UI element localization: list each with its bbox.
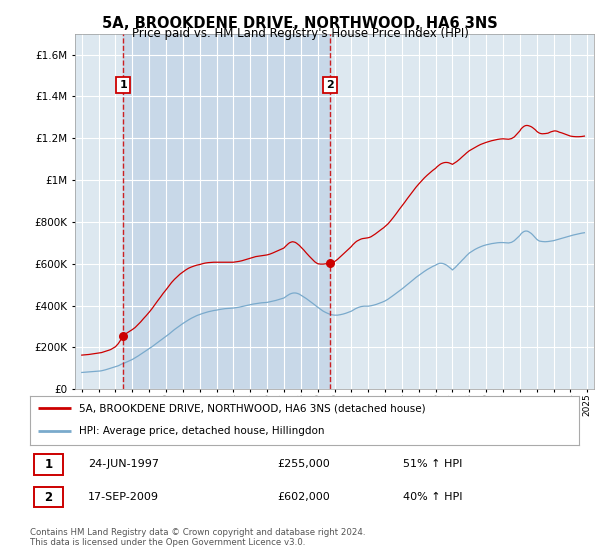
Text: 2: 2 (326, 80, 334, 90)
FancyBboxPatch shape (34, 487, 63, 507)
Text: 51% ↑ HPI: 51% ↑ HPI (403, 459, 463, 469)
Text: £602,000: £602,000 (277, 492, 330, 502)
Text: Contains HM Land Registry data © Crown copyright and database right 2024.
This d: Contains HM Land Registry data © Crown c… (30, 528, 365, 547)
Text: 5A, BROOKDENE DRIVE, NORTHWOOD, HA6 3NS: 5A, BROOKDENE DRIVE, NORTHWOOD, HA6 3NS (102, 16, 498, 31)
Text: 1: 1 (44, 458, 53, 471)
Text: 2: 2 (44, 491, 53, 503)
Text: 24-JUN-1997: 24-JUN-1997 (88, 459, 158, 469)
Point (325, 259, 334, 268)
Bar (124, 34, 329, 389)
Text: 40% ↑ HPI: 40% ↑ HPI (403, 492, 463, 502)
Text: HPI: Average price, detached house, Hillingdon: HPI: Average price, detached house, Hill… (79, 426, 325, 436)
Text: £255,000: £255,000 (277, 459, 330, 469)
Text: 5A, BROOKDENE DRIVE, NORTHWOOD, HA6 3NS (detached house): 5A, BROOKDENE DRIVE, NORTHWOOD, HA6 3NS … (79, 403, 426, 413)
Text: 1: 1 (119, 80, 127, 90)
Point (119, 332, 128, 340)
Text: Price paid vs. HM Land Registry's House Price Index (HPI): Price paid vs. HM Land Registry's House … (131, 27, 469, 40)
Text: 17-SEP-2009: 17-SEP-2009 (88, 492, 158, 502)
FancyBboxPatch shape (34, 454, 63, 475)
